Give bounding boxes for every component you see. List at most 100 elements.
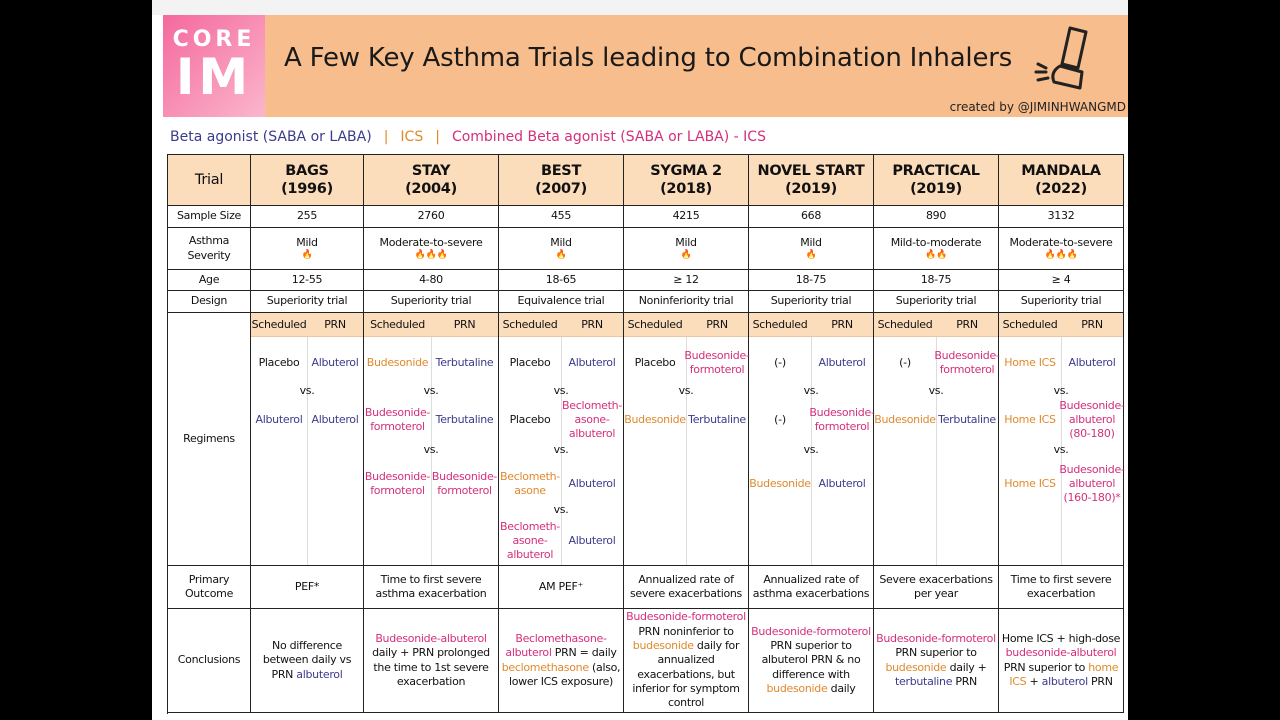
- regimen-subheader: [364, 313, 498, 337]
- scheduled-header: Scheduled: [752, 317, 808, 331]
- trial-name: STAY: [411, 162, 451, 179]
- severity: Mild-to-moderate 🔥🔥: [874, 228, 999, 270]
- sample-size: 255: [251, 206, 364, 228]
- legend-item: Combined Beta agonist (SABA or LABA) - I…: [451, 129, 766, 145]
- vs-label: vs.: [553, 383, 569, 397]
- column-divider: [431, 337, 432, 565]
- severity: Mild 🔥: [749, 228, 874, 270]
- inhaler-icon: [1034, 26, 1088, 90]
- vs-label: vs.: [803, 383, 819, 397]
- conclusion-segment: Budesonide-formoterol: [626, 610, 746, 624]
- prn-drug: Terbutaline: [938, 412, 996, 426]
- scheduled-drug: Budesonide: [624, 412, 686, 426]
- page: CORE IM A Few Key Asthma Trials leading …: [152, 0, 1128, 720]
- prn-drug: Beclometh-asone-albuterol: [562, 398, 622, 441]
- scheduled-header: Scheduled: [370, 317, 425, 331]
- severity: Mild 🔥: [624, 228, 749, 270]
- conclusion-segment: +: [1026, 674, 1042, 688]
- trial-header: NOVEL START (2019): [749, 155, 874, 206]
- prn-drug: Budesonide-formoterol: [934, 348, 1000, 376]
- header-band: [163, 15, 1128, 117]
- row-label: Conclusions: [168, 609, 251, 713]
- conclusion-text: No difference between daily vs PRN albut…: [253, 639, 361, 682]
- title: A Few Key Asthma Trials leading to Combi…: [284, 43, 1013, 73]
- trial-header: BEST (2007): [499, 155, 624, 206]
- scheduled-drug: Home ICS: [1004, 355, 1056, 369]
- age: 18-65: [499, 270, 624, 291]
- vs-label: vs.: [299, 383, 315, 397]
- row-label: Trial: [168, 155, 251, 206]
- age: 12-55: [251, 270, 364, 291]
- age: 4-80: [364, 270, 499, 291]
- sample-size: 668: [749, 206, 874, 228]
- age: ≥ 4: [999, 270, 1124, 291]
- column-divider: [561, 337, 562, 565]
- scheduled-drug: (-): [774, 412, 786, 426]
- scheduled-drug: Home ICS: [1004, 476, 1056, 490]
- scheduled-header: Scheduled: [1002, 317, 1058, 331]
- conclusion-segment: Budesonide-formoterol: [751, 624, 871, 638]
- scheduled-drug: Placebo: [509, 355, 551, 369]
- conclusion-segment: budesonide: [766, 681, 828, 695]
- conclusion: Beclomethasone-albuterol PRN = daily bec…: [499, 609, 624, 713]
- design: Superiority trial: [999, 291, 1124, 313]
- conclusion-text: Budesonide-formoterol PRN superior to al…: [751, 625, 871, 696]
- conclusion-segment: budesonide: [885, 660, 947, 674]
- column-divider: [307, 337, 308, 565]
- severity-flames: 🔥🔥: [925, 249, 947, 260]
- conclusion-segment: PRN superior to: [895, 646, 977, 660]
- conclusion-text: Home ICS + high-dose budesonide-albutero…: [1001, 632, 1121, 689]
- age: 18-75: [874, 270, 999, 291]
- scheduled-drug: Budesonide: [749, 476, 811, 490]
- scheduled-drug: Budesonide-formoterol: [364, 469, 431, 497]
- trial-name: BAGS: [285, 162, 329, 179]
- conclusion-segment: budesonide-albuterol: [1005, 646, 1117, 660]
- regimen-subheader: [251, 313, 363, 337]
- scheduled-drug: Albuterol: [255, 412, 303, 426]
- design: Equivalence trial: [499, 291, 624, 313]
- severity: Mild 🔥: [499, 228, 624, 270]
- column-divider: [811, 337, 812, 565]
- trial-name: PRACTICAL: [892, 162, 980, 179]
- severity-flames: 🔥: [301, 249, 313, 260]
- scheduled-drug: Placebo: [634, 355, 676, 369]
- regimen-subheader: [749, 313, 873, 337]
- row-label: Primary Outcome: [168, 566, 251, 609]
- column-divider: [686, 337, 687, 565]
- severity-text: Mild-to-moderate: [890, 235, 982, 249]
- prn-drug: Budesonide-albuterol (160-180)*: [1059, 462, 1125, 505]
- legend-item: Beta agonist (SABA or LABA): [170, 129, 372, 145]
- severity: Mild 🔥: [251, 228, 364, 270]
- prn-drug: Budesonide-formoterol: [809, 405, 875, 433]
- conclusion: Budesonide-formoterol PRN noninferior to…: [624, 609, 749, 713]
- prn-drug: Albuterol: [818, 355, 866, 369]
- conclusion-segment: budesonide: [632, 639, 694, 653]
- design: Superiority trial: [874, 291, 999, 313]
- top-strip: [152, 0, 1128, 15]
- conclusion-segment: PRN = daily: [551, 646, 617, 660]
- prn-drug: Albuterol: [818, 476, 866, 490]
- conclusion-segment: home ICS: [1009, 660, 1119, 688]
- legend-separator: |: [383, 129, 389, 145]
- conclusion-segment: PRN: [952, 674, 977, 688]
- conclusion-segment: daily + PRN prolonged the time to 1st se…: [372, 646, 490, 688]
- prn-drug: Albuterol: [311, 355, 359, 369]
- severity-text: Mild: [296, 235, 318, 249]
- prn-drug: Albuterol: [1068, 355, 1116, 369]
- regimen-subheader: [624, 313, 748, 337]
- conclusion-segment: albuterol: [1041, 674, 1089, 688]
- regimen-cell: Scheduled PRN (-) Budesonide-formoterol Bude…: [874, 313, 1000, 566]
- scheduled-drug: (-): [899, 355, 911, 369]
- sample-size: 3132: [999, 206, 1124, 228]
- trial-year: (2019): [910, 181, 962, 197]
- age: ≥ 12: [624, 270, 749, 291]
- conclusion-text: Beclomethasone-albuterol PRN = daily bec…: [501, 632, 621, 689]
- trial-name: NOVEL START: [757, 162, 865, 179]
- scheduled-drug: Home ICS: [1004, 412, 1056, 426]
- conclusion: Budesonide-albuterol daily + PRN prolong…: [364, 609, 499, 713]
- severity: Moderate-to-severe 🔥🔥🔥: [364, 228, 499, 270]
- conclusion-segment: Budesonide-albuterol: [375, 631, 487, 645]
- scheduled-drug: Budesonide: [366, 355, 429, 369]
- scheduled-drug: Placebo: [258, 355, 300, 369]
